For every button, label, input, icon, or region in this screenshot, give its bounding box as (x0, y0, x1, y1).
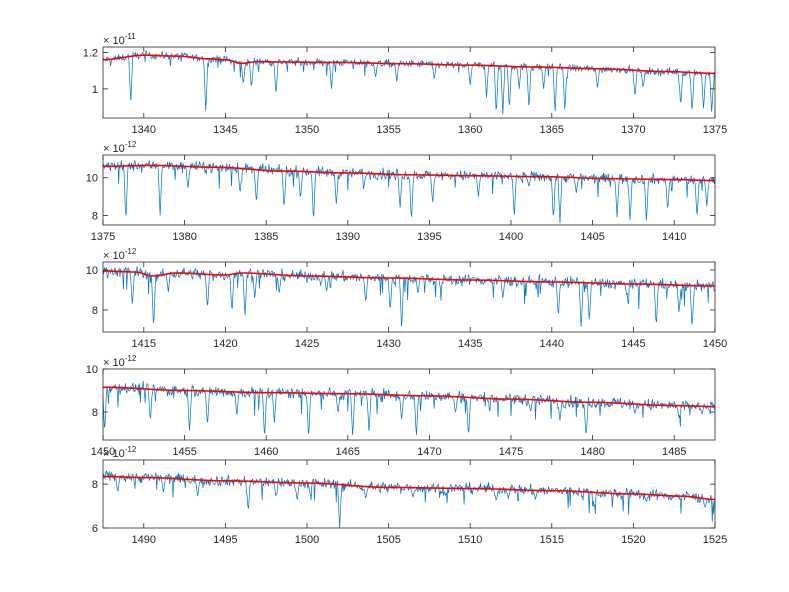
subplot-2: 1375 1380 1385 1390 1395 1400 1405 1410 8 10 × 10-… (86, 140, 716, 243)
x-tick-label: 1485 (662, 446, 686, 458)
y-tick-label: 8 (92, 479, 98, 491)
exponent-power: -12 (125, 445, 137, 454)
axes-box (102, 261, 716, 333)
y-tick-label: 6 (92, 523, 98, 535)
axes-box (102, 459, 716, 529)
y-exponent-label: × 10-12 (103, 140, 137, 155)
y-tick-label: 8 (92, 211, 98, 223)
x-tick-label: 1440 (540, 338, 564, 350)
exponent-power: -12 (125, 140, 137, 149)
x-tick-label: 1380 (172, 231, 196, 243)
y-tick-label: 1 (92, 84, 98, 96)
y-tick-label: 8 (92, 305, 98, 317)
x-tick-label: 1390 (336, 231, 360, 243)
x-tick-label: 1445 (621, 338, 645, 350)
x-tick-label: 1475 (499, 446, 523, 458)
x-tick-label: 1510 (458, 534, 482, 546)
x-tick-label: 1400 (499, 231, 523, 243)
x-tick-label: 1455 (172, 446, 196, 458)
exponent-power: -11 (125, 32, 137, 41)
x-tick-label: 1495 (213, 534, 237, 546)
axes-box (102, 46, 716, 119)
exponent-base: × 10 (103, 357, 125, 369)
continuum-fit-line (103, 164, 715, 182)
y-tick-label: 10 (86, 173, 98, 185)
x-tick-label: 1410 (662, 231, 686, 243)
exponent-power: -12 (125, 247, 137, 256)
x-tick-label: 1490 (132, 534, 156, 546)
spectrum-line (103, 266, 715, 327)
x-tick-label: 1375 (91, 231, 115, 243)
x-tick-label: 1395 (417, 231, 441, 243)
y-tick-label: 10 (86, 265, 98, 277)
x-tick-label: 1460 (254, 446, 278, 458)
x-tick-label: 1430 (376, 338, 400, 350)
y-tick-label: 1.2 (83, 47, 98, 59)
x-tick-label: 1420 (213, 338, 237, 350)
x-tick-label: 1480 (580, 446, 604, 458)
x-tick-label: 1450 (91, 446, 115, 458)
continuum-fit-line (103, 54, 715, 75)
exponent-base: × 10 (103, 448, 125, 460)
x-tick-label: 1340 (132, 124, 156, 136)
x-tick-label: 1355 (376, 124, 400, 136)
x-tick-label: 1385 (254, 231, 278, 243)
x-tick-label: 1435 (458, 338, 482, 350)
y-exponent-label: × 10-12 (103, 247, 137, 262)
x-tick-label: 1370 (621, 124, 645, 136)
x-tick-label: 1425 (295, 338, 319, 350)
x-tick-label: 1505 (376, 534, 400, 546)
y-tick-label: 8 (92, 407, 98, 419)
spectrum-line (103, 380, 715, 436)
x-tick-label: 1365 (540, 124, 564, 136)
axes-box (102, 154, 716, 226)
x-tick-label: 1525 (703, 534, 727, 546)
exponent-base: × 10 (103, 250, 125, 262)
x-tick-label: 1345 (213, 124, 237, 136)
x-tick-label: 1450 (703, 338, 727, 350)
subplot-5: 1490 1495 1500 1505 1510 1515 1520 1525 6 8 × 10-1… (92, 445, 727, 546)
exponent-base: × 10 (103, 35, 125, 47)
y-exponent-label: × 10-12 (103, 354, 137, 369)
subplot-1: 1340 1345 1350 1355 1360 1365 1370 1375 1 1.2 × 10… (83, 32, 728, 136)
x-tick-label: 1470 (417, 446, 441, 458)
x-tick-label: 1350 (295, 124, 319, 136)
y-exponent-label: × 10-11 (103, 32, 136, 47)
x-tick-label: 1415 (132, 338, 156, 350)
x-tick-label: 1520 (621, 534, 645, 546)
spectrum-line (103, 470, 715, 528)
y-tick-label: 10 (86, 364, 98, 376)
x-tick-label: 1375 (703, 124, 727, 136)
x-tick-label: 1500 (295, 534, 319, 546)
exponent-power: -12 (125, 354, 137, 363)
continuum-fit-line (103, 475, 715, 501)
spectrum-line (103, 160, 715, 224)
x-tick-label: 1360 (458, 124, 482, 136)
exponent-base: × 10 (103, 143, 125, 155)
continuum-fit-line (103, 386, 715, 408)
x-tick-label: 1515 (540, 534, 564, 546)
continuum-fit-line (103, 270, 715, 287)
subplot-3: 1415 1420 1425 1430 1435 1440 1445 1450 8 10 × 10-… (86, 247, 727, 350)
y-exponent-label: × 10-12 (103, 445, 137, 460)
x-tick-label: 1465 (336, 446, 360, 458)
axes-box (102, 368, 716, 441)
x-tick-label: 1405 (580, 231, 604, 243)
